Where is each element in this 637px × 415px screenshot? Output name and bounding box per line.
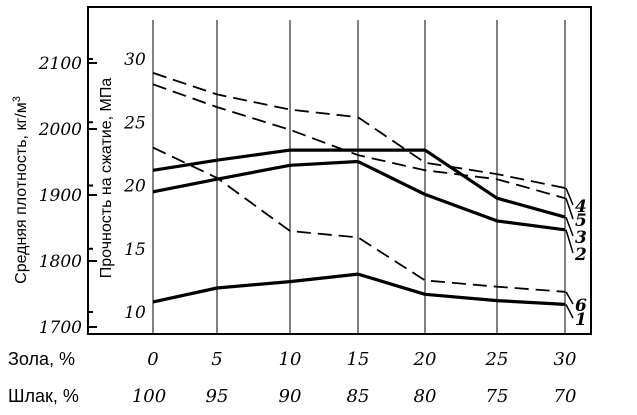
series-line-5 [152,83,566,200]
series-line-1 [152,272,566,306]
series-leader-1 [565,304,574,319]
strength-tick-label: 15 [124,240,146,260]
series-line-3 [152,148,566,219]
series-label-5: 5 [575,211,587,231]
y-outer-axis-title: Средняя плотность, кг/м3 [11,96,30,284]
x-row-label-0: Зола, % [8,349,75,369]
plot-frame [87,6,592,335]
density-tick-label: 1800 [39,252,82,272]
x-tick-label: 90 [279,386,302,407]
series-leader-3 [565,216,574,237]
x-tick-label: 20 [413,349,437,370]
series-label-4: 4 [575,197,587,217]
density-tick-label: 1700 [39,318,82,338]
series-label-1: 1 [575,310,587,330]
x-tick-label: 80 [414,386,437,407]
x-tick-label: 100 [132,386,166,407]
strength-tick-label: 30 [124,50,146,70]
x-tick-label: 0 [147,349,158,370]
series [152,72,574,319]
series-leader-4 [565,187,574,206]
grid [152,20,566,334]
series-leader-2 [565,229,574,254]
y-inner-axis-title: Прочность на сжатие, МПа [98,78,115,279]
strength-tick-label: 10 [124,303,146,323]
density-tick-label: 2000 [38,120,82,140]
series-label-3: 3 [575,228,587,248]
strength-tick-label: 20 [123,177,146,197]
x-tick-label: 85 [347,386,370,407]
series-label-2: 2 [574,245,587,265]
series-line-4 [152,72,566,189]
series-leader-5 [565,197,574,220]
density-tick-label: 2100 [38,54,82,74]
density-tick-label: 1900 [39,186,82,206]
x-tick-label: 70 [554,386,577,407]
series-line-6 [152,146,566,293]
series-label-6: 6 [575,296,587,316]
series-line-2 [152,159,566,232]
x-tick-label: 95 [206,386,229,407]
series-leader-6 [565,291,574,305]
x-row-label-1: Шлак, % [8,386,79,406]
x-tick-label: 10 [279,349,302,370]
x-tick-label: 75 [486,386,509,407]
strength-tick-label: 25 [123,113,146,133]
x-tick-label: 5 [211,349,222,370]
axis-ticks [88,58,97,328]
x-tick-label: 15 [347,349,370,370]
x-tick-label: 30 [554,349,577,370]
x-tick-label: 25 [485,349,509,370]
